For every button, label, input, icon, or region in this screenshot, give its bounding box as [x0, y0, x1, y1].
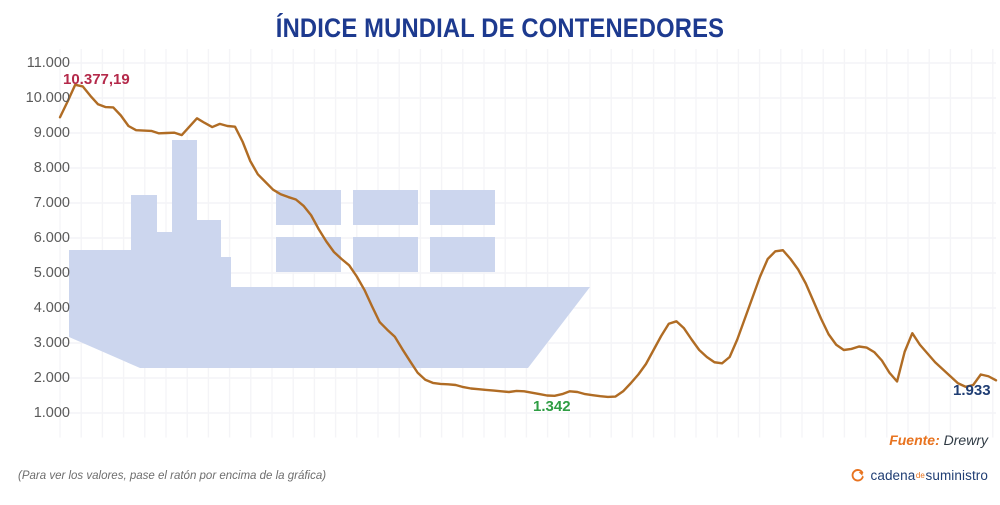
- page-title: ÍNDICE MUNDIAL DE CONTENEDORES: [275, 13, 725, 43]
- brand-logo[interactable]: cadenadesuministro: [850, 468, 988, 483]
- y-axis-tick-label: 4.000: [33, 300, 70, 316]
- y-axis-tick-label: 1.000: [33, 405, 70, 421]
- source-label: Fuente:: [889, 432, 940, 448]
- y-axis: 11.000 10.000 9.000 8.000 7.000 6.000 5.000 4.0…: [0, 0, 70, 440]
- circular-arrow-icon: [850, 468, 865, 483]
- annotation-last-value: 1.933: [953, 382, 991, 399]
- logo-text-small: de: [915, 471, 925, 480]
- y-axis-tick-label: 6.000: [33, 230, 70, 246]
- source-attribution: Fuente: Drewry: [889, 432, 988, 448]
- y-axis-tick-label: 2.000: [33, 370, 70, 386]
- y-axis-tick-label: 5.000: [33, 265, 70, 281]
- logo-text-primary: cadena: [870, 468, 916, 483]
- container-ship-icon: [69, 140, 590, 368]
- logo-text-secondary: suministro: [925, 468, 988, 483]
- y-axis-tick-label: 11.000: [26, 55, 70, 71]
- annotation-min-value: 1.342: [533, 398, 571, 415]
- logo-wordmark: cadenadesuministro: [870, 468, 988, 483]
- source-value: Drewry: [943, 432, 988, 448]
- y-axis-tick-label: 9.000: [33, 125, 70, 141]
- y-axis-tick-label: 8.000: [33, 160, 70, 176]
- y-axis-tick-label: 7.000: [33, 195, 70, 211]
- y-axis-tick-label: 3.000: [33, 335, 70, 351]
- hover-hint-text: (Para ver los valores, pase el ratón por…: [18, 470, 327, 482]
- annotation-max-value: 10.377,19: [63, 71, 130, 88]
- data-series-line[interactable]: [58, 83, 998, 399]
- y-axis-tick-label: 10.000: [25, 90, 70, 106]
